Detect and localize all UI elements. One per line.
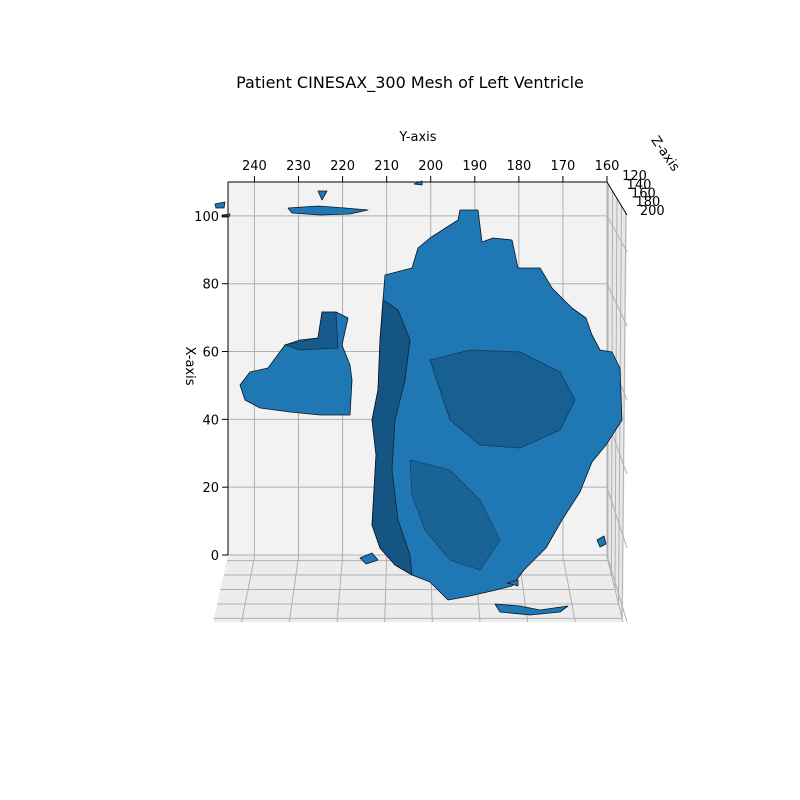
y-tick-label: 210 <box>374 159 399 174</box>
x-gridline-side <box>606 283 628 327</box>
y-tick-label: 240 <box>242 159 267 174</box>
z-tick-label: 200 <box>640 204 665 219</box>
mesh-fragment-top <box>287 205 369 216</box>
x-gridline-side <box>606 487 628 549</box>
y-tick-label: 220 <box>330 159 355 174</box>
x-tick-label: 20 <box>202 481 219 496</box>
x-gridline-side <box>606 554 628 623</box>
chart-title: Patient CINESAX_300 Mesh of Left Ventric… <box>236 73 584 93</box>
x-tick-label: 0 <box>211 549 219 564</box>
z-tick-label: 160 <box>631 187 656 202</box>
y-tick-label: 160 <box>595 159 620 174</box>
mesh-fragment-marker <box>317 190 328 201</box>
x-tick-label: 60 <box>202 346 219 361</box>
x-tick-label: 80 <box>202 278 219 293</box>
mesh-fragment-small-3 <box>596 535 607 548</box>
y-axis-label: Y-axis <box>398 130 436 145</box>
mesh-fragment-left-shade <box>283 311 339 351</box>
x-tick-label: 40 <box>202 413 219 428</box>
x-axis-label: X-axis <box>182 347 197 386</box>
mesh-fragment-corner <box>214 201 226 209</box>
mesh-fragment-small-1 <box>359 552 379 565</box>
x-tick-label: 100 <box>194 210 219 225</box>
z-axis-label: Z-axis <box>647 134 682 175</box>
y-tick-label: 200 <box>418 159 443 174</box>
mesh-fragment-bottom <box>494 603 569 616</box>
z-tick-label: 120 <box>622 169 647 184</box>
mesh-fragment-small-4 <box>413 180 423 186</box>
ventricle-mesh-shadow <box>371 299 413 576</box>
z-axis-line <box>606 181 628 216</box>
z-gridline-side <box>621 213 627 619</box>
z-tick-label: 180 <box>635 195 660 210</box>
mesh-fragment-small-2 <box>506 579 519 587</box>
y-tick-label: 170 <box>551 159 576 174</box>
mesh-surface <box>214 180 623 616</box>
ventricle-mesh-fold <box>429 349 576 449</box>
y-tick-label: 230 <box>286 159 311 174</box>
ventricle-mesh-fold-2 <box>409 459 501 571</box>
z-tick-label: 140 <box>627 178 652 193</box>
y-tick-label: 190 <box>462 159 487 174</box>
y-tick-label: 180 <box>506 159 531 174</box>
